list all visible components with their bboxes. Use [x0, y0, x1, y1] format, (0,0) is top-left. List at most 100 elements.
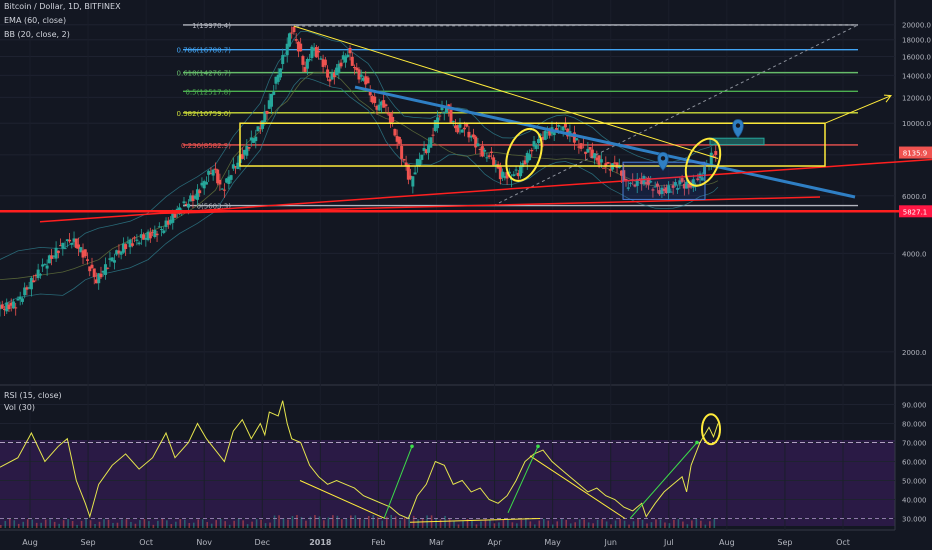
candle-body — [554, 128, 558, 132]
volume-bar — [605, 521, 608, 528]
candle-body — [256, 126, 260, 132]
rsi-tick-label: 80.000 — [902, 421, 927, 429]
candle-body — [99, 273, 103, 278]
volume-bar — [677, 519, 680, 528]
candle-body — [133, 237, 137, 239]
candle-body — [462, 127, 466, 130]
volume-bar — [376, 517, 379, 528]
candle-body — [561, 126, 565, 131]
volume-bar — [686, 524, 689, 528]
candle-body — [537, 139, 540, 144]
candle-body — [366, 77, 370, 84]
volume-bar — [480, 521, 482, 528]
candle-body — [669, 191, 673, 193]
volume-bar — [408, 515, 410, 528]
candle-body — [258, 127, 262, 129]
rsi-arrow-tip — [410, 444, 414, 449]
candle-body — [144, 237, 148, 240]
candle-body — [0, 304, 4, 309]
volume-bar — [4, 520, 7, 528]
candle-body — [296, 41, 300, 52]
candle-body — [216, 169, 220, 184]
candle-body — [332, 72, 336, 78]
volume-bar — [17, 523, 20, 528]
candle-body — [14, 307, 18, 309]
candle-body — [41, 264, 45, 267]
volume-bar — [287, 519, 289, 528]
volume-bar — [628, 524, 630, 528]
volume-bar — [439, 519, 442, 528]
candle-body — [16, 298, 20, 301]
candle-body — [124, 244, 128, 249]
candle-body — [115, 250, 119, 255]
candle-body — [189, 195, 193, 202]
volume-bar — [587, 522, 590, 528]
volume-bar — [569, 523, 572, 528]
volume-bar — [381, 520, 384, 528]
volume-bar — [516, 523, 518, 528]
candle-body — [74, 238, 78, 248]
candle-body — [590, 149, 594, 159]
candle-body — [471, 134, 475, 138]
candle-body — [521, 162, 525, 168]
volume-bar — [219, 519, 222, 528]
rsi-line — [0, 400, 719, 520]
volume-bar — [170, 524, 173, 528]
volume-bar — [94, 523, 96, 528]
volume-bar — [296, 515, 298, 528]
candle-body — [195, 189, 199, 200]
fib-level-label: 0(5603.3) — [197, 203, 232, 211]
candle-body — [664, 187, 668, 194]
volume-bar — [40, 522, 42, 528]
fib-level-label: 0.786(16780.7) — [177, 47, 232, 55]
candle-body — [507, 171, 511, 174]
volume-bar — [44, 519, 47, 528]
volume-bar — [709, 521, 711, 528]
axes: 2000.04000.06000.08000.010000.012000.014… — [22, 22, 932, 547]
x-tick-label: 2018 — [309, 538, 332, 547]
volume-bar — [139, 520, 141, 528]
candle-body — [534, 144, 538, 149]
candle-body — [671, 185, 675, 188]
candle-body — [292, 26, 296, 33]
candle-body — [243, 149, 247, 155]
rsi-band — [0, 440, 895, 526]
candle-body — [108, 258, 112, 260]
volume-bar — [26, 519, 29, 528]
candle-body — [368, 90, 372, 96]
volume-bar — [148, 521, 150, 528]
candle-body — [651, 189, 655, 191]
candle-body — [653, 186, 657, 188]
candle-body — [278, 68, 282, 78]
candle-body — [301, 56, 305, 65]
volume-bar — [112, 522, 114, 528]
candle-body — [305, 58, 309, 69]
candle-body — [261, 120, 265, 129]
candle-body — [440, 107, 444, 111]
volume-bar — [498, 522, 500, 528]
candle-body — [678, 180, 682, 185]
candle-body — [94, 279, 98, 284]
volume-bar — [125, 519, 128, 528]
candle-body — [303, 67, 307, 72]
candle-body — [81, 250, 85, 258]
fib-level-label: 0.382(10759.0) — [177, 110, 232, 118]
candle-body — [445, 107, 449, 114]
volume-bar — [98, 521, 101, 528]
volume-bar — [565, 519, 568, 528]
candle-body — [572, 132, 576, 143]
candle-body — [162, 230, 166, 233]
candle-body — [117, 250, 121, 254]
candle-body — [263, 111, 267, 123]
candle-body — [429, 137, 433, 148]
volume-bar — [453, 521, 455, 528]
rsi-uptrend-arrow — [629, 442, 698, 519]
volume-bar — [260, 519, 262, 528]
volume-bar — [655, 519, 657, 528]
volume-bar — [484, 519, 487, 528]
candle-body — [606, 162, 610, 164]
volume-bar — [507, 519, 509, 528]
volume-bar — [49, 519, 51, 528]
volume-bar — [336, 515, 339, 528]
candle-body — [680, 178, 684, 182]
